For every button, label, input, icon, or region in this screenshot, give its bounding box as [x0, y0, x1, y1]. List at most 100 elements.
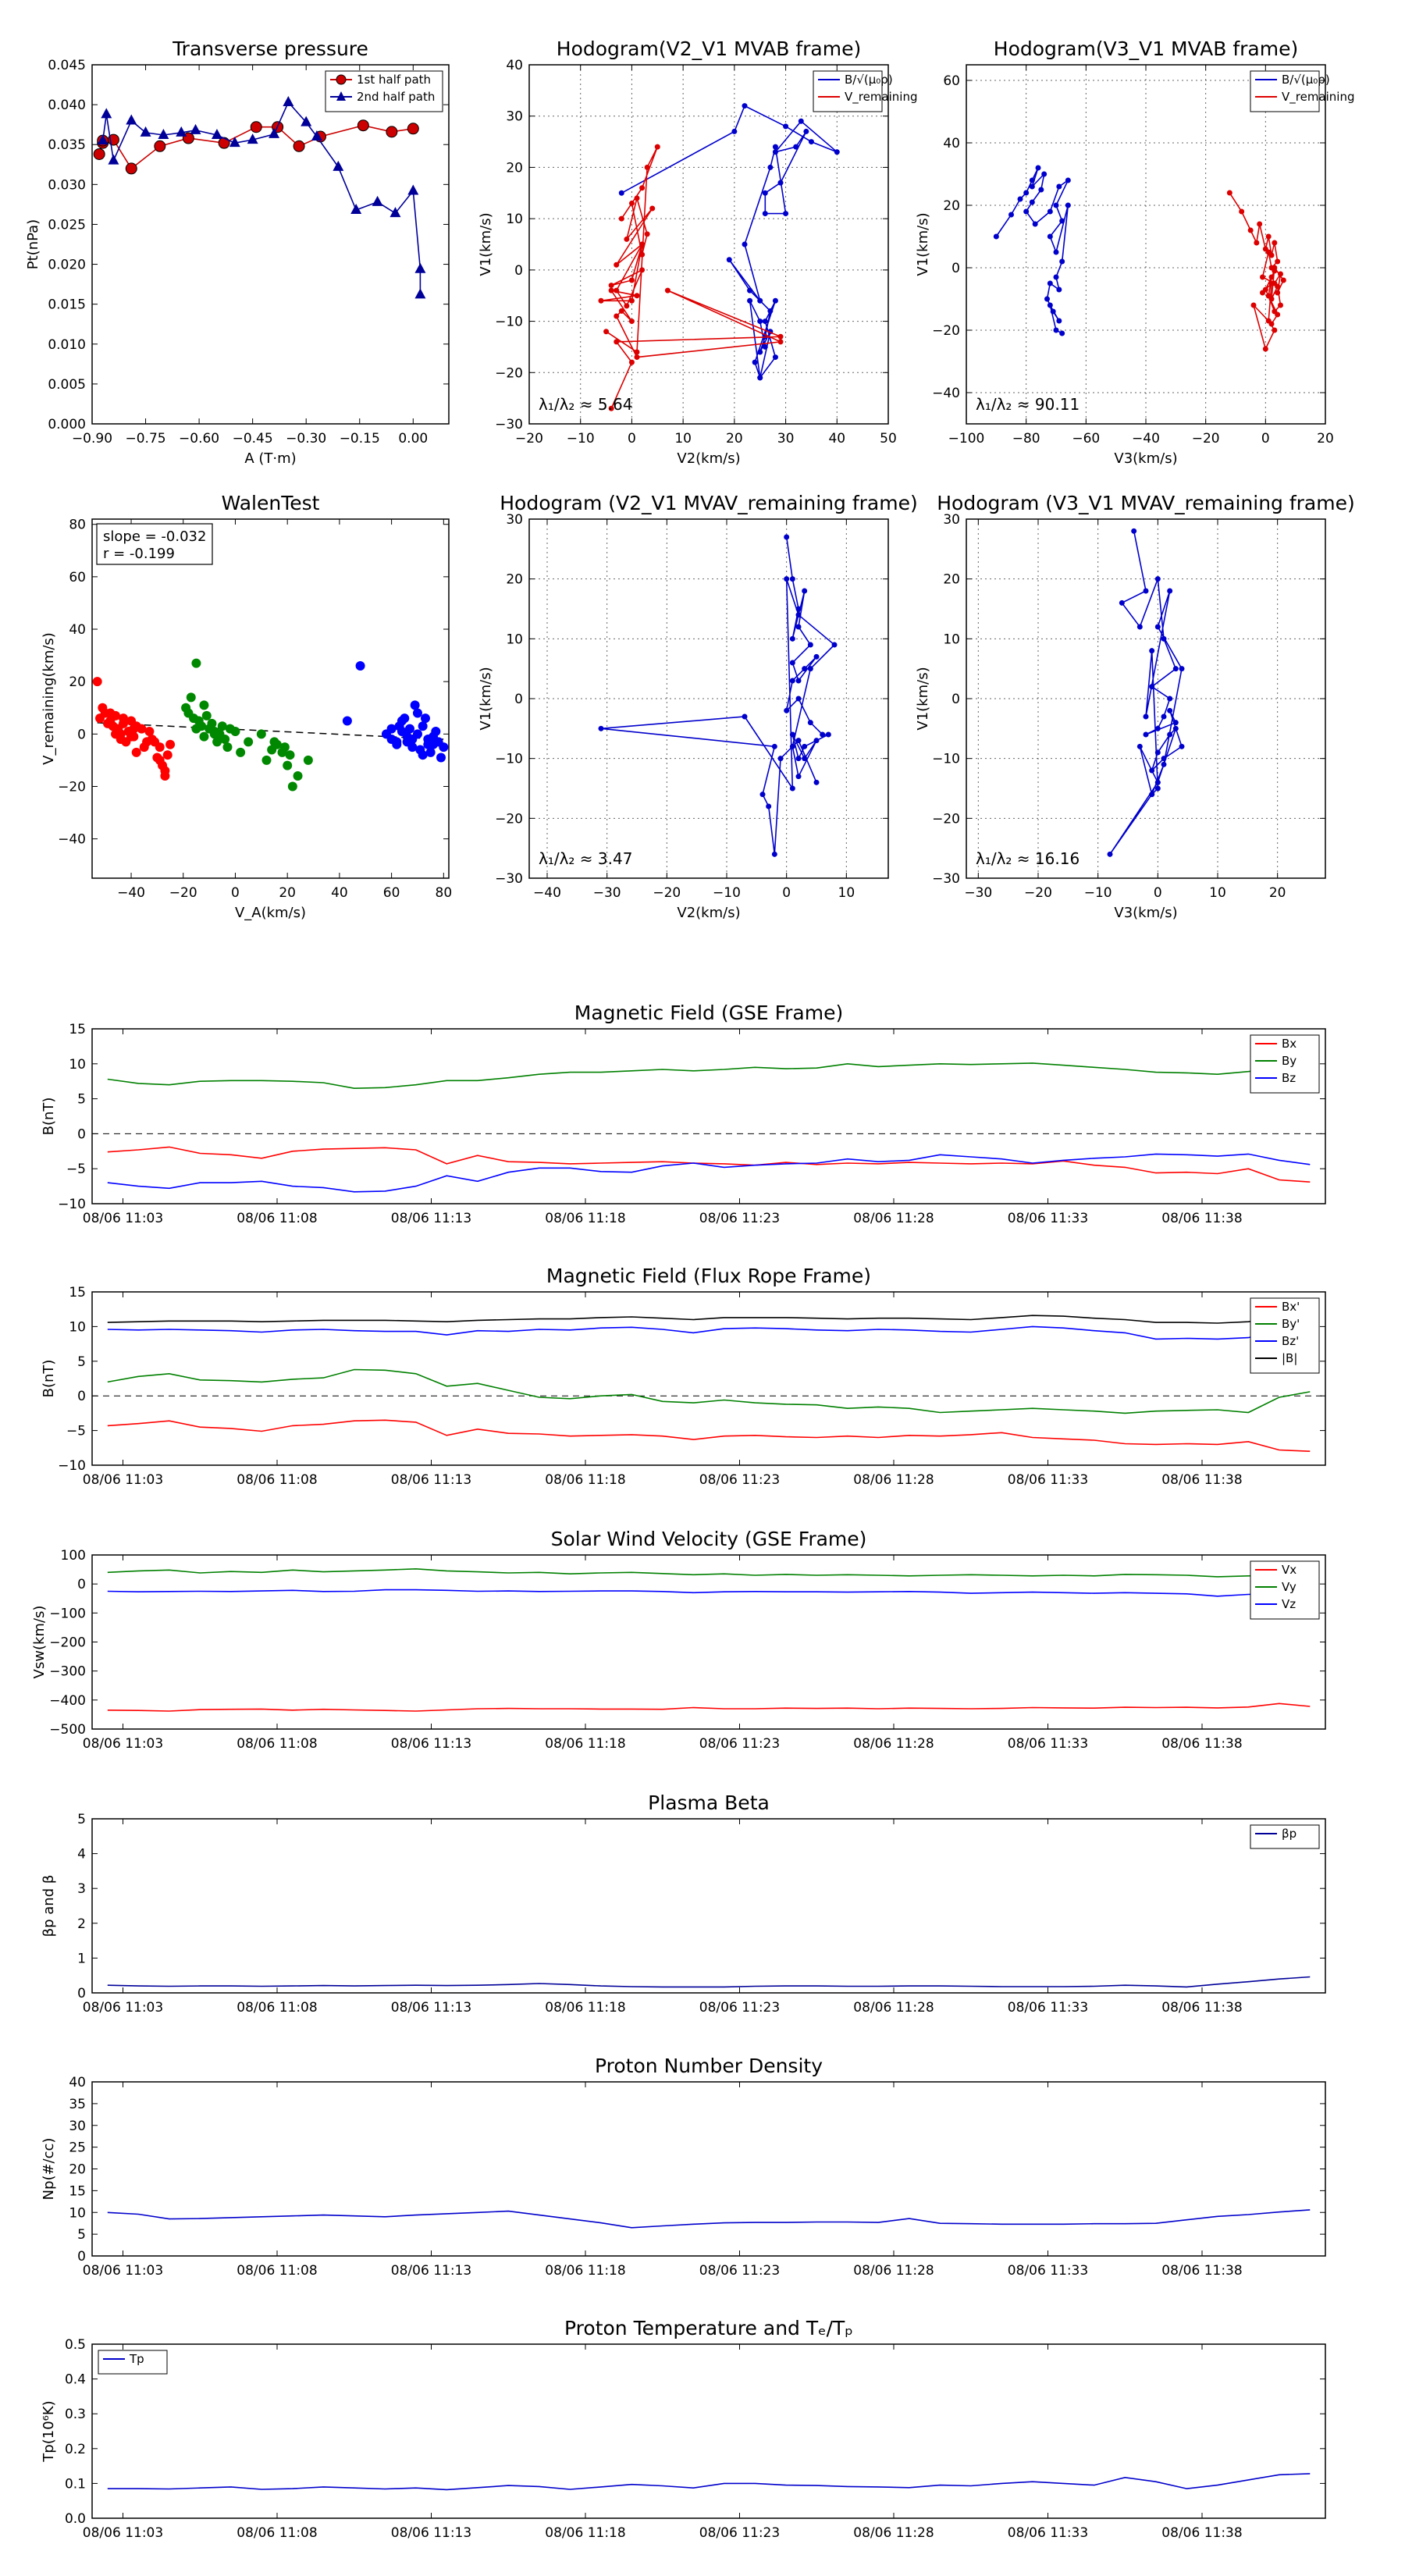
series-line: [107, 2473, 1311, 2491]
data-point: [207, 718, 217, 728]
data-point: [771, 851, 777, 857]
data-point: [820, 731, 826, 738]
y-tick-label: 5: [77, 1354, 86, 1370]
data-point: [1167, 731, 1173, 738]
y-tick-label: 0.005: [48, 377, 86, 393]
x-tick-label: 08/06 11:08: [237, 2263, 317, 2279]
x-tick-label: 50: [880, 431, 897, 447]
data-point: [1254, 240, 1260, 246]
x-tick-label: 20: [1317, 431, 1334, 447]
x-tick-label: −0.15: [340, 431, 380, 447]
y-tick-label: 5: [77, 2227, 86, 2243]
data-point: [1275, 258, 1281, 265]
data-point: [752, 359, 758, 365]
legend-label: Bz': [1282, 1334, 1299, 1348]
data-point: [1065, 202, 1071, 208]
x-tick-label: 08/06 11:13: [391, 2525, 471, 2541]
data-point: [1149, 767, 1155, 774]
y-tick-label: −100: [49, 1606, 86, 1621]
plot-area: [93, 96, 426, 299]
series-line: [101, 101, 422, 295]
x-tick-label: 0: [1261, 431, 1270, 447]
data-point: [1226, 190, 1232, 196]
data-point: [1056, 183, 1062, 190]
x-tick-label: 08/06 11:33: [1008, 1211, 1088, 1226]
data-point: [618, 215, 624, 222]
data-point: [1268, 274, 1275, 280]
data-point: [802, 756, 808, 762]
data-point: [131, 747, 141, 757]
y-tick-label: 0: [77, 1126, 86, 1142]
series-line: [107, 1146, 1311, 1183]
ratio-annotation: λ₁/λ₂ ≈ 90.11: [976, 395, 1080, 414]
x-tick-label: 08/06 11:28: [853, 2000, 934, 2016]
data-point: [303, 755, 313, 765]
data-point: [1041, 171, 1048, 177]
data-point: [795, 738, 802, 744]
x-tick-label: 08/06 11:38: [1161, 2000, 1242, 2016]
data-point: [199, 731, 209, 742]
x-tick-label: 08/06 11:23: [699, 2263, 780, 2279]
data-point: [311, 130, 322, 141]
y-tick-label: 10: [943, 632, 960, 647]
x-tick-label: 08/06 11:23: [699, 1211, 780, 1226]
x-tick-label: −20: [1024, 885, 1052, 901]
data-point: [1268, 280, 1275, 286]
chart-h3: Hodogram (V2_V1 MVAV_remaining frame) −40…: [478, 492, 918, 921]
legend-label: By: [1282, 1054, 1297, 1068]
y-tick-label: −10: [495, 752, 523, 767]
data-point: [1179, 743, 1185, 749]
legend: Tp: [98, 2350, 168, 2375]
x-tick-label: 08/06 11:23: [699, 2525, 780, 2541]
data-point: [813, 738, 820, 744]
x-tick-label: 20: [279, 885, 296, 901]
data-point: [244, 737, 254, 747]
data-point: [154, 140, 166, 152]
chart-np: Proton Number Density 08/06 11:03 08/06 11…: [41, 2055, 1326, 2279]
data-point: [1059, 330, 1065, 336]
legend-label: Vz: [1282, 1597, 1296, 1611]
data-point: [608, 283, 614, 289]
data-point: [762, 211, 768, 217]
data-point: [757, 318, 763, 325]
data-point: [236, 747, 246, 757]
data-point: [614, 287, 620, 294]
data-point: [831, 642, 838, 648]
y-tick-label: 0: [951, 692, 960, 707]
x-tick-label: 08/06 11:28: [853, 2525, 934, 2541]
legend-label: Tp: [129, 2352, 144, 2366]
data-point: [285, 750, 295, 760]
data-point: [392, 739, 402, 749]
data-point: [220, 735, 230, 745]
legend-box: [1250, 1034, 1320, 1094]
legend-label: Vx: [1282, 1563, 1297, 1577]
data-point: [777, 333, 784, 340]
x-tick-label: −10: [1084, 885, 1112, 901]
x-tick-label: 10: [674, 431, 692, 447]
chart-title: Proton Number Density: [595, 2055, 823, 2077]
data-point: [1154, 725, 1161, 731]
legend: Bx By Bz: [1250, 1034, 1320, 1094]
legend-label: V_remaining: [845, 90, 918, 105]
data-point: [269, 127, 280, 138]
x-tick-label: 20: [1269, 885, 1286, 901]
plot-frame: [91, 1028, 1326, 1204]
data-point: [101, 108, 112, 119]
x-tick-label: −0.60: [179, 431, 219, 447]
y-tick-label: 10: [506, 632, 523, 647]
data-point: [1059, 258, 1065, 265]
data-point: [795, 606, 802, 612]
data-point: [1260, 290, 1265, 296]
chart-title: Magnetic Field (Flux Rope Frame): [546, 1265, 871, 1287]
data-point: [1275, 290, 1281, 296]
chart-title: WalenTest: [222, 492, 320, 514]
y-tick-label: 0.025: [48, 217, 86, 233]
plot-area: [107, 2209, 1311, 2229]
legend: 1st half path 2nd half path: [325, 70, 443, 112]
data-point: [664, 287, 670, 294]
x-tick-label: 08/06 11:38: [1161, 2525, 1242, 2541]
x-tick-label: 60: [383, 885, 400, 901]
data-point: [789, 576, 795, 582]
